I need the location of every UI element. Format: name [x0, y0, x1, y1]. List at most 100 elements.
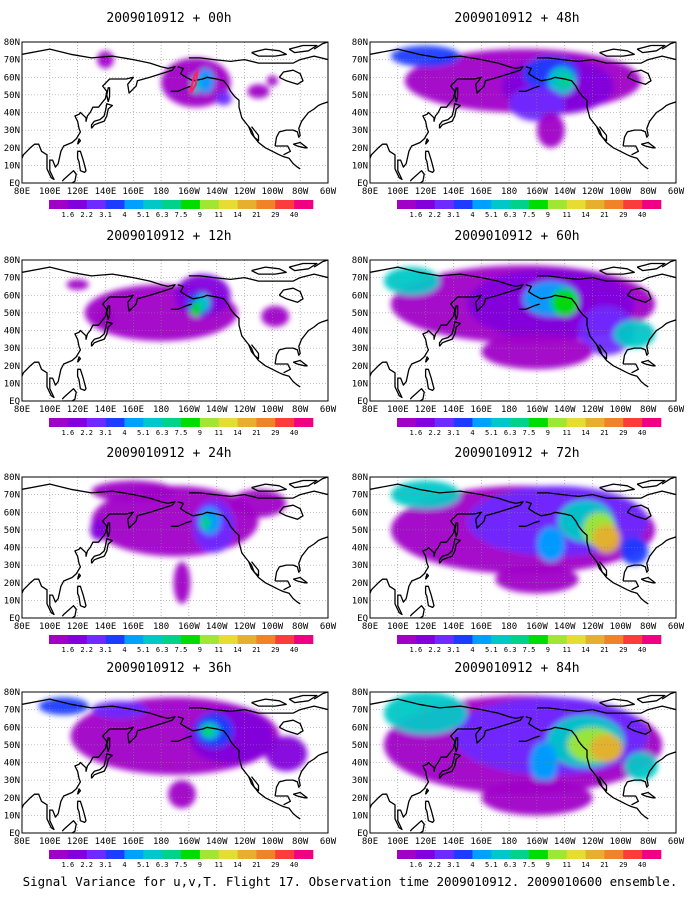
colorbar-label: 14 [233, 861, 241, 869]
lon-tick-label: 160E [122, 622, 144, 632]
colorbar-label: 6.3 [504, 646, 517, 654]
colorbar-label: 3.1 [447, 646, 460, 654]
colorbar-swatch [162, 635, 182, 644]
lon-tick-label: 160E [470, 187, 492, 197]
lat-tick-label: 40N [4, 544, 20, 554]
lon-tick-label: 60W [320, 405, 337, 415]
lon-tick-label: 140W [554, 837, 576, 847]
colorbar-label: 2.2 [428, 429, 441, 437]
colorbar-swatch [67, 200, 88, 209]
colorbar-swatch [642, 850, 662, 859]
colorbar-swatch [162, 200, 182, 209]
colorbar-swatch [604, 635, 624, 644]
lon-tick-label: 140W [206, 837, 228, 847]
colorbar-label: 21 [252, 211, 260, 219]
lon-tick-label: 140E [443, 622, 465, 632]
colorbar-label: 9 [198, 211, 202, 219]
colorbar-label: 5.1 [137, 861, 150, 869]
lon-tick-label: 160E [470, 837, 492, 847]
lon-tick-label: 140E [443, 187, 465, 197]
colorbar-label: 6.3 [504, 211, 517, 219]
lat-tick-label: 60N [4, 508, 20, 518]
colorbar-label: 5.1 [485, 211, 498, 219]
colorbar-label: 5.1 [485, 861, 498, 869]
colorbar-swatch [434, 200, 454, 209]
colorbar-label: 40 [290, 211, 298, 219]
lon-tick-label: 140W [554, 622, 576, 632]
colorbar: 1.6 2.2 3.1 4 5.1 6.3 7.5 9 11 14 21 29 40 [397, 418, 662, 437]
lon-tick-label: 160E [470, 622, 492, 632]
colorbar-swatch [566, 418, 586, 427]
coastlines [22, 477, 328, 618]
colorbar-label: 9 [198, 646, 202, 654]
lat-tick-label: 70N [352, 706, 368, 716]
lat-tick-label: 40N [4, 109, 20, 119]
lat-tick-label: 30N [352, 561, 368, 571]
colorbar: 1.6 2.2 3.1 4 5.1 6.3 7.5 9 11 14 21 29 40 [49, 200, 314, 219]
colorbar-label: 1.6 [410, 646, 423, 654]
colorbar: 1.6 2.2 3.1 4 5.1 6.3 7.5 9 11 14 21 29 40 [397, 200, 662, 219]
lon-tick-label: 140E [95, 622, 117, 632]
colorbar-label: 7.5 [175, 646, 188, 654]
lat-tick-label: 20N [352, 794, 368, 804]
colorbar-label: 40 [638, 429, 646, 437]
colorbar-label: 7.5 [175, 429, 188, 437]
lon-tick-label: 140W [554, 187, 576, 197]
colorbar-swatch [124, 418, 144, 427]
lat-tick-label: 50N [4, 741, 20, 751]
colorbar-swatch [585, 200, 605, 209]
panel-title: 2009010912 + 72h [454, 446, 579, 461]
lon-tick-label: 60W [668, 622, 685, 632]
colorbar-label: 6.3 [504, 861, 517, 869]
lon-tick-label: 100E [39, 622, 61, 632]
colorbar-label: 6.3 [156, 646, 169, 654]
lon-tick-label: 120E [415, 837, 437, 847]
colorbar-swatch [604, 200, 624, 209]
colorbar-swatch [491, 635, 511, 644]
lat-tick-label: 40N [352, 109, 368, 119]
lon-tick-label: 160E [470, 405, 492, 415]
colorbar-swatch [529, 850, 549, 859]
lon-tick-label: 120E [67, 622, 89, 632]
colorbar: 1.6 2.2 3.1 4 5.1 6.3 7.5 9 11 14 21 29 40 [49, 635, 314, 654]
shaded-field [38, 697, 308, 809]
lon-tick-label: 180 [153, 187, 169, 197]
lon-tick-label: 100W [610, 187, 632, 197]
colorbar-swatch [143, 418, 163, 427]
colorbar-label: 21 [252, 646, 260, 654]
colorbar-label: 6.3 [156, 211, 169, 219]
colorbar-swatch [453, 635, 473, 644]
colorbar-label: 9 [546, 646, 550, 654]
panel-title: 2009010912 + 00h [106, 11, 231, 26]
colorbar-swatch [105, 635, 125, 644]
colorbar-swatch [434, 850, 454, 859]
colorbar-swatch [604, 850, 624, 859]
lat-tick-label: EQ [9, 179, 20, 189]
lon-tick-label: 180 [501, 187, 517, 197]
colorbar-label: 11 [562, 429, 570, 437]
colorbar-label: 1.6 [62, 861, 75, 869]
colorbar-label: 1.6 [62, 646, 75, 654]
lon-tick-label: 180 [153, 405, 169, 415]
lat-tick-label: 50N [352, 741, 368, 751]
coastlines [370, 260, 676, 401]
lon-tick-label: 120W [582, 622, 604, 632]
colorbar-swatch [397, 850, 417, 859]
colorbar-swatch [256, 850, 276, 859]
lat-tick-label: 40N [4, 327, 20, 337]
colorbar-swatch [199, 200, 220, 209]
colorbar-swatch [585, 418, 605, 427]
colorbar-label: 40 [638, 861, 646, 869]
colorbar-swatch [105, 418, 125, 427]
colorbar-label: 3.1 [447, 861, 460, 869]
lon-tick-label: 100E [387, 405, 409, 415]
colorbar-label: 3.1 [99, 861, 112, 869]
colorbar-swatch [86, 418, 106, 427]
colorbar-label: 14 [233, 429, 241, 437]
lon-tick-label: 180 [501, 622, 517, 632]
colorbar-swatch [143, 635, 163, 644]
